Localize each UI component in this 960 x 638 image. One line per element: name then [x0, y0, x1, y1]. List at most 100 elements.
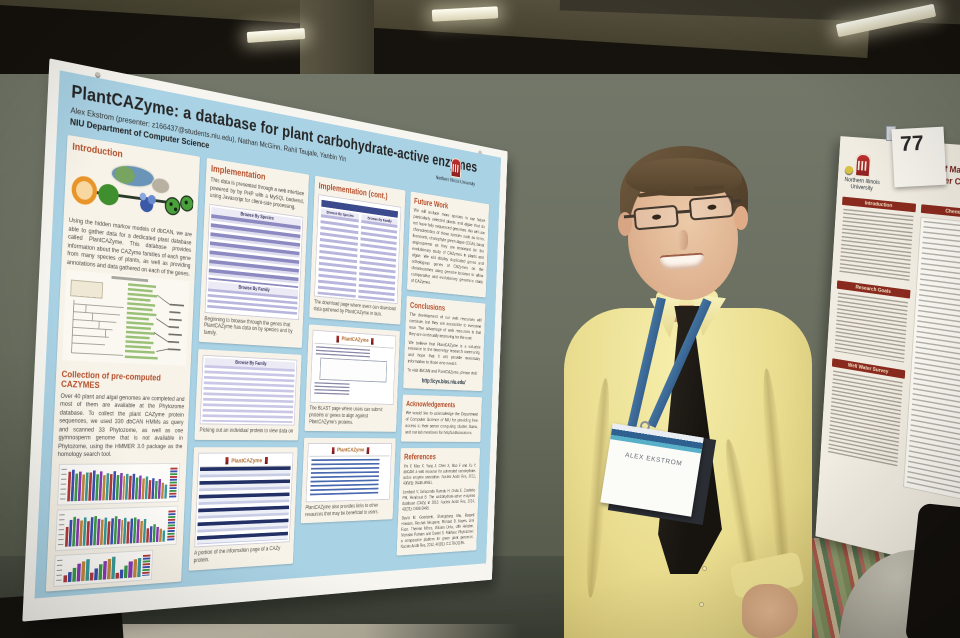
protein-info-screenshot: PlantCAZyme — [194, 452, 294, 548]
form-text-lines — [315, 346, 370, 358]
references-heading: References — [403, 452, 437, 462]
presenter-person: ALEX EKSTROM — [556, 138, 818, 638]
implementation-box: Implementation This data is presented th… — [198, 157, 310, 349]
chart-bar — [164, 484, 168, 499]
results-table-rows — [906, 221, 960, 502]
genome-bar-chart-3 — [53, 549, 154, 587]
chart-legend — [167, 510, 176, 541]
download-tables: Browse By Species Browse By Family — [316, 208, 399, 302]
blast-caption: The BLAST page where users can submit pr… — [308, 405, 383, 426]
browse-caption: Beginning to browse through the genes th… — [203, 315, 293, 337]
app-logo-icon — [371, 337, 374, 345]
protein-info-box: PlantCAZyme A portion of the information… — [188, 447, 298, 571]
reference-item-3: David M. Goodstein, Shengqiang Shu, Russ… — [400, 512, 475, 550]
niu-logo-caption: Northern Illinois University — [844, 177, 880, 192]
column-implementation: Implementation This data is presented th… — [188, 157, 310, 589]
app-name: PlantCAZyme — [231, 457, 263, 465]
chart-bars — [63, 554, 141, 583]
acknowledgements-body: We would like to acknowledge the Departm… — [404, 410, 479, 436]
cazymes-body: Over 40 plant and algal genomes are comp… — [57, 392, 185, 459]
blast-form — [311, 343, 394, 403]
shirt-button — [699, 602, 704, 607]
chart-legend — [142, 554, 151, 576]
acknowledgements-heading: Acknowledgements — [405, 399, 456, 410]
introduction-box: Introduction — [45, 134, 200, 592]
chart-y-axis — [56, 559, 63, 582]
links-screenshot: PlantCAZyme — [305, 442, 392, 503]
body-text-block — [839, 208, 914, 283]
download-screenshot: Browse By Species Browse By Family — [314, 194, 402, 305]
chart-y-axis — [60, 468, 67, 501]
hair-fringe — [626, 158, 742, 196]
genome-bar-chart-2 — [54, 505, 179, 551]
future-work-body: We will include more species in our futu… — [410, 208, 486, 286]
ceiling-post — [300, 0, 374, 74]
browse-species-screenshot: Browse By Species Browse By Family — [204, 203, 304, 320]
protein-info-table — [196, 466, 291, 545]
reference-item-2: Lombard V, Golaconda Ramulu H, Drula E, … — [401, 488, 476, 512]
main-poster-panel: PlantCAZyme: a database for plant carboh… — [34, 70, 502, 599]
chart-bar — [162, 530, 166, 542]
chart-bars — [64, 509, 166, 547]
ear — [734, 206, 748, 230]
conclusions-body-2: We believe that PlantCAZyme is a valuabl… — [407, 340, 481, 367]
side-poster-left-column: Introduction Research Goals Well Water S… — [825, 196, 917, 486]
side-poster-columns: Introduction Research Goals Well Water S… — [825, 196, 960, 509]
main-poster: PlantCAZyme: a database for plant carboh… — [22, 58, 508, 622]
app-logo-icon — [366, 446, 370, 454]
acknowledgements-box: Acknowledgements We would like to acknow… — [401, 394, 482, 442]
poster-columns: Introduction — [35, 127, 500, 598]
name-badge: ALEX EKSTROM — [600, 423, 704, 517]
chart-bar — [136, 557, 141, 577]
links-list — [309, 458, 380, 497]
app-name: PlantCAZyme — [336, 447, 365, 454]
floor-highlight — [0, 624, 520, 638]
chart-bar — [119, 569, 124, 579]
nose-shadow — [678, 230, 688, 250]
badge-name: ALEX EKSTROM — [624, 451, 683, 468]
app-logo-icon — [331, 446, 335, 454]
conclusions-box: Conclusions The development of our web r… — [403, 295, 486, 392]
body-text-block — [827, 370, 903, 469]
download-box: Implementation (cont.) Browse By Species… — [309, 175, 406, 325]
plantcazyme-url: http://cys.bios.niu.edu/ — [421, 378, 466, 387]
app-logo-icon — [264, 457, 268, 465]
sequence-input-area — [319, 357, 388, 383]
chart-bar — [115, 572, 120, 579]
protein-list-box: Browse By Family Picking out an individu… — [194, 349, 302, 441]
chart-bar — [67, 571, 72, 582]
column-implementation-cont: Implementation (cont.) Browse By Species… — [298, 175, 406, 580]
column-introduction: Introduction — [45, 134, 200, 599]
chart-legend — [169, 467, 178, 498]
poster-number-tag: 77 — [891, 126, 947, 188]
body-text-block — [834, 292, 908, 363]
plantcazyme-app-bar: PlantCAZyme — [309, 445, 390, 457]
blast-screenshot: PlantCAZyme — [309, 329, 397, 405]
species-table — [208, 213, 301, 288]
future-work-box: Future Work We will include more species… — [407, 191, 490, 298]
conclusions-body-3: To visit dbCAN and PlantCAZyme, please v… — [407, 368, 478, 377]
protein-table — [202, 365, 295, 424]
ceiling-light — [246, 27, 306, 44]
chart-bar — [63, 575, 68, 583]
blast-box: PlantCAZyme The BLAST page where users c… — [304, 324, 400, 432]
niu-shield-icon — [854, 153, 872, 178]
chart-y-axis — [57, 513, 65, 546]
app-logo-icon — [336, 335, 340, 343]
niu-shield-icon — [450, 157, 462, 179]
conclusions-body-1: The development of our web resources wil… — [408, 312, 482, 341]
chart-bar — [89, 572, 94, 581]
introduction-body: Using the hidden markov models of dbCAN,… — [66, 216, 192, 278]
chart-bars — [67, 467, 168, 502]
genome-bar-chart-1 — [57, 462, 181, 506]
hand — [742, 584, 798, 638]
protein-list-screenshot: Browse By Family — [199, 355, 298, 426]
cazymes-heading: Collection of pre-computed CAZYMES — [60, 369, 162, 391]
phylogenetic-tree-figure — [62, 269, 190, 366]
pipeline-diagram-figure — [69, 155, 194, 227]
links-box: PlantCAZyme PlantCAZyme also provides li… — [300, 437, 396, 524]
reference-item-1: Yin Y, Mao X, Yang J, Chen X, Mao F and … — [402, 463, 477, 486]
app-name: PlantCAZyme — [341, 336, 369, 344]
ceiling — [0, 0, 960, 74]
